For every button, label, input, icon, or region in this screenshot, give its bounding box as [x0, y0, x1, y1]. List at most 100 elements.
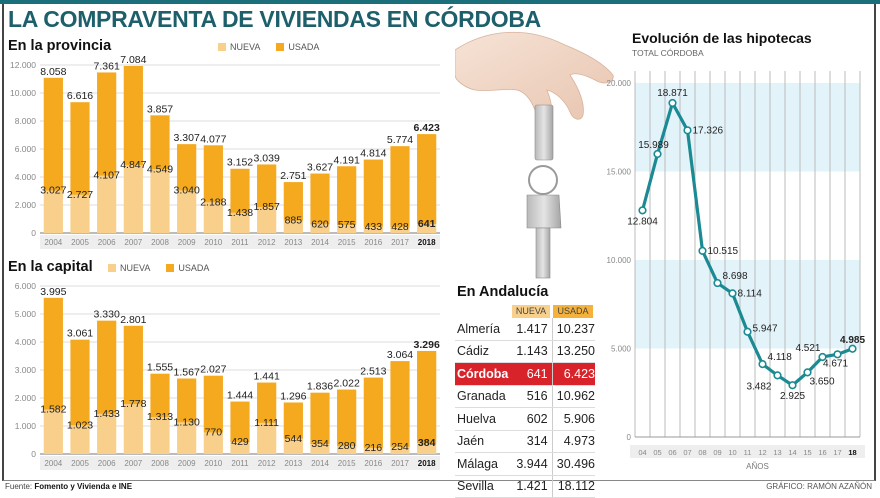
x-tick-label: 2008 — [151, 459, 169, 468]
data-label-usada: 4.191 — [334, 154, 360, 166]
data-label-usada: 7.361 — [94, 60, 120, 72]
data-label-nueva: 1.582 — [40, 404, 66, 416]
data-label-nueva: 2.188 — [200, 196, 226, 208]
x-tick-label: 2011 — [231, 238, 249, 247]
data-label-nueva: 433 — [365, 221, 383, 233]
x-tick-label: 2011 — [231, 459, 249, 468]
data-label-usada: 2.027 — [200, 364, 226, 376]
x-tick-label: 2007 — [124, 459, 142, 468]
data-label-nueva: 620 — [311, 218, 329, 230]
data-point — [639, 207, 646, 214]
data-point — [789, 382, 796, 389]
data-label: 3.650 — [810, 376, 835, 387]
y-tick-label: 6.000 — [15, 144, 37, 154]
bar-nueva — [44, 191, 63, 233]
source-text: Fomento y Vivienda e INE — [34, 482, 132, 491]
data-label-usada: 3.296 — [414, 339, 440, 351]
y-tick-label: 10.000 — [607, 256, 632, 265]
x-tick-label: 2012 — [258, 238, 276, 247]
data-label-nueva: 1.111 — [254, 417, 279, 429]
credit-note: GRÁFICO: RAMÓN AZAÑÓN — [766, 482, 872, 491]
nueva-value: 516 — [511, 386, 552, 408]
capital-legend: NUEVA USADA — [108, 263, 209, 273]
x-tick-label: 16 — [818, 448, 826, 457]
usada-value: 13.250 — [553, 341, 595, 363]
bar-usada — [44, 78, 63, 191]
x-tick-label: 09 — [713, 448, 721, 457]
data-label: 18.871 — [657, 88, 688, 99]
data-label: 4.985 — [840, 335, 865, 346]
x-tick-label: 2006 — [98, 238, 116, 247]
data-label-nueva: 1.023 — [67, 419, 93, 431]
bar-usada — [390, 146, 409, 227]
data-label-nueva: 1.778 — [120, 398, 146, 410]
andalucia-heading: En Andalucía — [457, 284, 548, 300]
x-tick-label: 2009 — [178, 238, 196, 247]
data-label-nueva: 770 — [205, 426, 223, 438]
data-point — [699, 248, 706, 255]
bar-usada — [44, 298, 63, 410]
provincia-chart: 02.0004.0006.0008.00010.00012.0008.0583.… — [0, 55, 450, 255]
bar-usada — [204, 376, 223, 433]
data-label: 15.989 — [638, 140, 669, 151]
data-label-nueva: 885 — [285, 215, 303, 227]
data-label: 4.521 — [795, 343, 820, 354]
x-tick-label: 08 — [698, 448, 706, 457]
x-tick-label: 2007 — [124, 238, 142, 247]
bar-nueva — [97, 176, 116, 233]
x-tick-label: 2006 — [98, 459, 116, 468]
data-point — [804, 369, 811, 376]
province-name: Huelva — [455, 412, 511, 426]
y-tick-label: 0 — [627, 433, 632, 442]
data-label-usada: 3.627 — [307, 162, 333, 174]
province-name: Málaga — [455, 457, 511, 471]
x-tick-label: 2015 — [338, 238, 356, 247]
legend-label-nueva: NUEVA — [230, 42, 260, 52]
x-tick-label: 2004 — [44, 238, 62, 247]
data-point — [759, 361, 766, 368]
data-label-usada: 1.296 — [280, 390, 306, 402]
bar-usada — [337, 166, 356, 225]
x-tick-label: 2016 — [364, 459, 382, 468]
data-label-usada: 1.836 — [307, 381, 333, 393]
data-label-usada: 1.441 — [254, 371, 280, 383]
data-label-nueva: 1.433 — [94, 408, 120, 420]
key-head — [527, 195, 561, 228]
nueva-value: 602 — [511, 408, 552, 430]
nueva-value: 1.143 — [511, 341, 552, 363]
data-label-nueva: 1.130 — [174, 416, 200, 428]
nueva-value: 1.421 — [511, 476, 552, 498]
data-label-usada: 3.307 — [174, 132, 200, 144]
x-tick-label: 2014 — [311, 238, 329, 247]
bar-usada — [364, 160, 383, 227]
y-tick-label: 0 — [31, 449, 36, 459]
data-label-usada: 3.061 — [67, 328, 93, 340]
x-tick-label: 2005 — [71, 238, 89, 247]
hipotecas-title: Evolución de las hipotecas — [632, 30, 812, 46]
data-point — [774, 372, 781, 379]
y-tick-label: 4.000 — [15, 172, 37, 182]
data-label-usada: 2.022 — [334, 378, 360, 390]
bar-usada — [97, 321, 116, 414]
usada-value: 10.237 — [553, 318, 595, 340]
y-tick-label: 10.000 — [10, 88, 36, 98]
data-label-usada: 2.801 — [120, 314, 146, 326]
data-label-nueva: 4.847 — [120, 159, 146, 171]
y-tick-label: 8.000 — [15, 116, 37, 126]
x-tick-label: 2013 — [284, 238, 302, 247]
bar-nueva — [177, 190, 196, 233]
x-tick-label: 2005 — [71, 459, 89, 468]
data-label-nueva: 4.107 — [94, 170, 120, 182]
x-tick-label: 2017 — [391, 459, 409, 468]
data-label-usada: 6.616 — [67, 90, 93, 102]
data-label-usada: 2.513 — [360, 366, 386, 378]
bar-nueva — [124, 165, 143, 233]
data-point — [684, 127, 691, 134]
data-label-usada: 5.774 — [387, 134, 413, 146]
data-label-usada: 2.751 — [280, 170, 306, 182]
provincia-legend: NUEVA USADA — [218, 42, 319, 52]
x-tick-label: 05 — [653, 448, 661, 457]
